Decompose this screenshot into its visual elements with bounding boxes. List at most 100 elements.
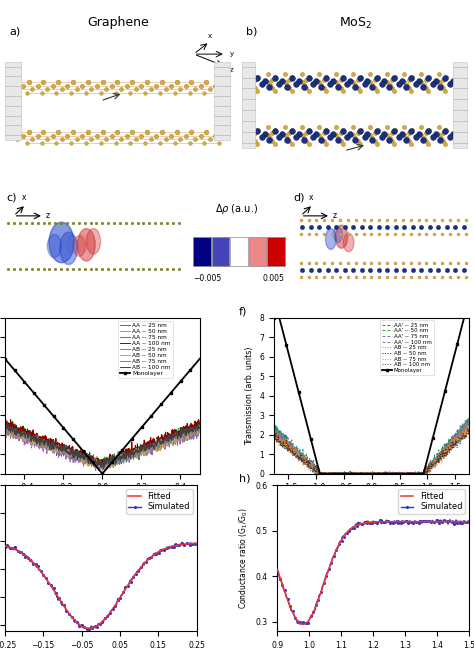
AB -- 75 nm [466,424,472,432]
Simulated [164,543,170,551]
AB -- 100 nm [313,470,319,477]
Bar [267,237,285,266]
AA -- 25 nm [52,445,58,453]
AA' -- 100 nm [419,470,425,477]
Simulated [179,539,185,547]
Ellipse shape [67,235,77,254]
AA -- 100 nm [53,439,58,447]
Simulated [389,519,395,526]
AB -- 25 nm [466,426,472,434]
Line: Fitted: Fitted [5,543,197,628]
AB -- 50 nm [271,436,277,443]
Line: Monolayer: Monolayer [4,358,201,475]
AB -- 100 nm [91,456,96,464]
Simulated [116,598,122,606]
Text: 0.005: 0.005 [263,274,285,283]
Line: AB -- 25 nm: AB -- 25 nm [274,427,469,473]
AB -- 50 nm [117,451,123,458]
AA -- 75 nm [91,451,96,458]
Fitted [117,594,122,602]
Bar [249,237,266,266]
Text: $\Delta\rho$ (a.u.): $\Delta\rho$ (a.u.) [216,202,258,216]
Text: a): a) [9,26,20,36]
Ellipse shape [73,235,85,256]
AA' -- 25 nm [390,469,396,477]
Fitted [389,518,394,526]
AB -- 75 nm [100,464,106,472]
AA -- 100 nm [197,424,203,432]
Legend: Fitted, Simulated: Fitted, Simulated [399,489,465,514]
AA' -- 25 nm [439,451,445,459]
Bar [453,62,467,148]
AA -- 75 nm [133,446,138,454]
AA' -- 50 nm [271,426,277,434]
AB -- 25 nm [133,449,138,457]
Simulated [274,566,280,574]
AB -- 100 nm [133,445,138,453]
AA' -- 50 nm [314,470,319,477]
AA' -- 75 nm [465,415,471,423]
AB -- 100 nm [53,441,58,449]
AA -- 50 nm [99,466,104,473]
Monolayer [2,354,8,362]
Monolayer [317,470,323,477]
AB -- 75 nm [385,470,391,477]
AA' -- 75 nm [439,451,445,458]
Monolayer [283,340,289,348]
AA -- 75 nm [149,440,155,448]
Legend: AA' -- 25 nm, AA' -- 50 nm, AA' -- 75 nm, AA' -- 100 nm, AB -- 25 nm, AB -- 50 n: AA' -- 25 nm, AA' -- 50 nm, AA' -- 75 nm… [380,320,434,375]
AB -- 100 nm [439,453,445,461]
Ellipse shape [77,229,95,261]
Simulated [466,517,472,525]
Line: AB -- 100 nm: AB -- 100 nm [274,430,469,473]
X-axis label: E-E$_F$ (eV): E-E$_F$ (eV) [351,498,392,511]
Fitted [120,589,126,597]
Text: d): d) [293,193,305,203]
AA -- 100 nm [37,434,43,442]
AA -- 75 nm [37,434,43,442]
AA -- 25 nm [117,459,123,467]
AB -- 75 nm [197,422,203,430]
AB -- 25 nm [53,445,58,453]
Monolayer [197,354,203,362]
Bar [230,237,248,266]
AB -- 100 nm [100,465,106,473]
Fitted [87,625,92,632]
Text: z: z [332,211,337,220]
Monolayer [90,459,96,467]
Monolayer [396,470,401,477]
AB -- 75 nm [90,460,96,468]
AB -- 50 nm [419,470,425,477]
AA' -- 75 nm [419,470,425,477]
AA' -- 100 nm [439,450,445,458]
AA -- 25 nm [149,443,155,451]
AB -- 50 nm [390,469,396,477]
Simulated [301,621,307,628]
AB -- 100 nm [419,470,425,477]
AA -- 25 nm [2,422,8,430]
AB -- 50 nm [133,449,138,456]
AA -- 25 nm [90,458,96,466]
AA' -- 50 nm [465,413,471,421]
Bar [211,237,229,266]
AB -- 25 nm [439,449,445,457]
Fitted [116,595,122,603]
AA' -- 50 nm [396,469,401,477]
AB -- 50 nm [197,429,203,437]
Simulated [389,518,394,526]
AB -- 25 nm [271,430,277,438]
AA' -- 50 nm [439,451,445,458]
Monolayer [385,470,391,477]
Fitted [466,518,472,526]
Text: x: x [208,33,212,39]
Line: AA' -- 100 nm: AA' -- 100 nm [274,419,469,473]
AA -- 75 nm [2,417,8,424]
Bar [193,237,210,266]
AB -- 75 nm [314,470,319,477]
AA -- 50 nm [196,417,202,425]
AB -- 50 nm [396,470,401,477]
Fitted [275,568,281,576]
Line: Fitted: Fitted [277,522,469,625]
AB -- 25 nm [37,445,43,453]
AB -- 50 nm [385,470,391,477]
